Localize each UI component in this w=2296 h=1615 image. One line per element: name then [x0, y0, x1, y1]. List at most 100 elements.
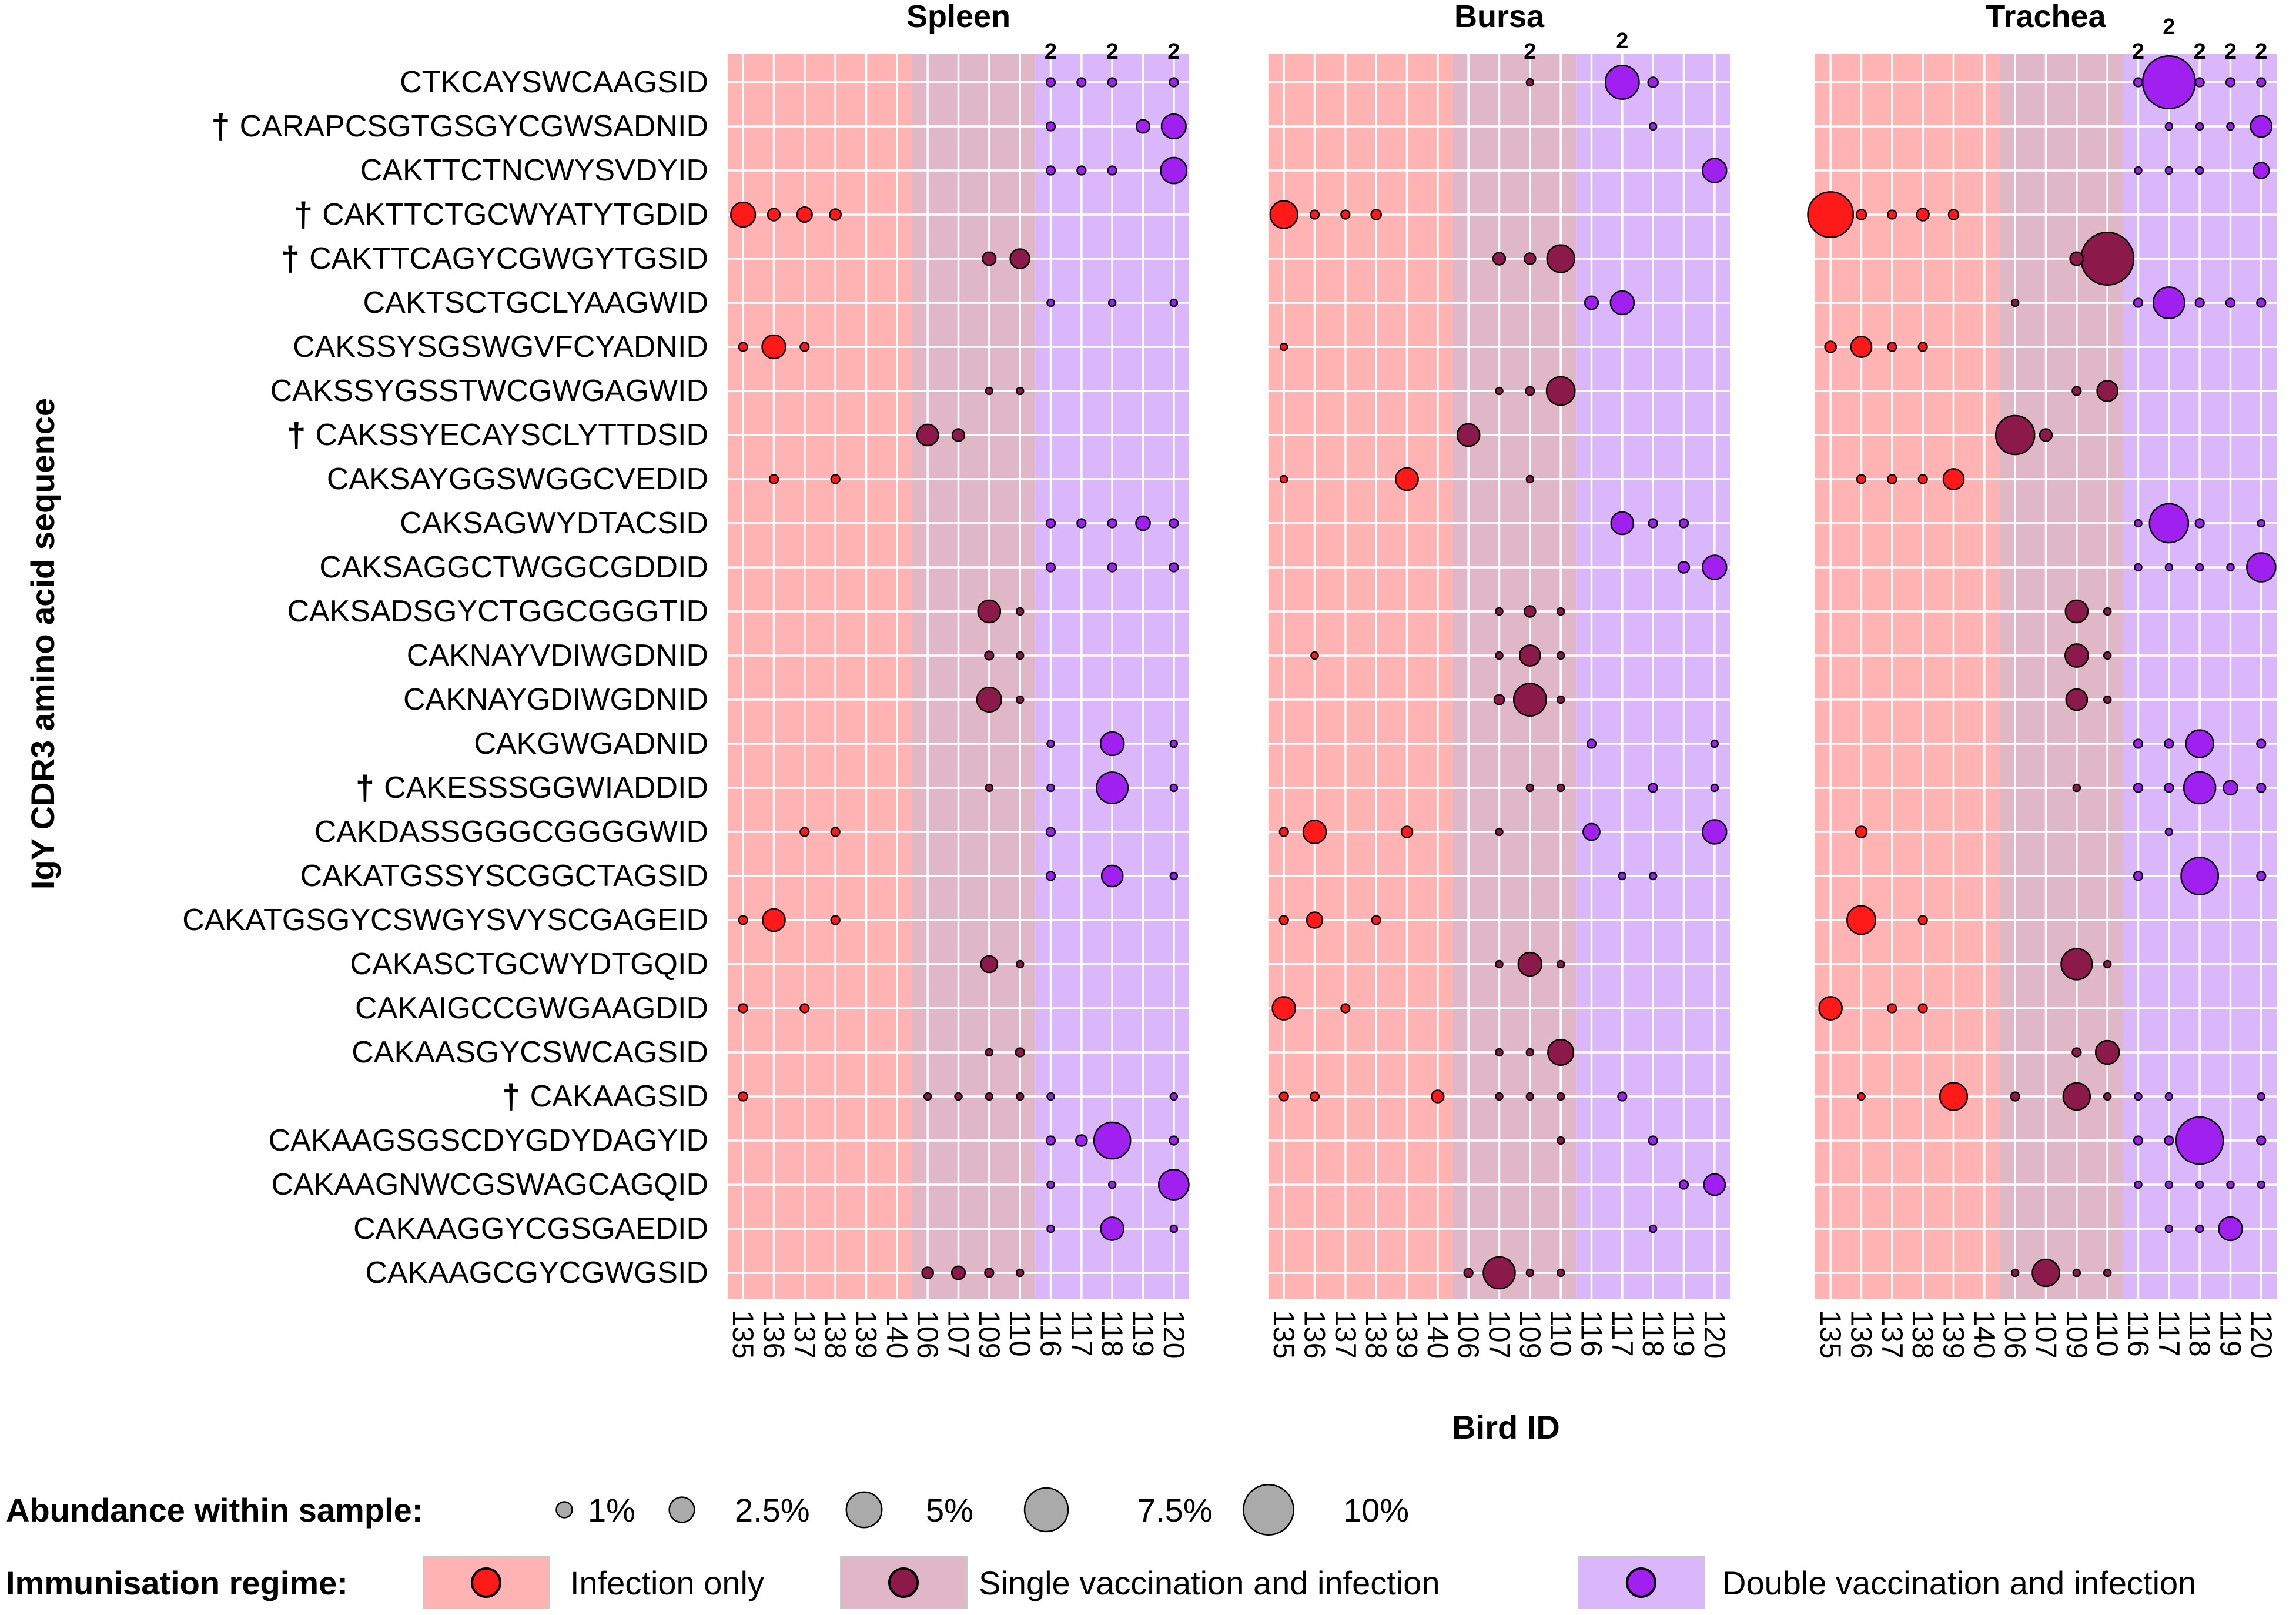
bubble-point [2010, 1268, 2020, 1278]
bubble-point [1169, 871, 1179, 881]
bubble-point [2256, 297, 2267, 308]
bubble-point [796, 206, 813, 223]
bubble-point [1855, 825, 1868, 838]
sequence-label: † CARAPCSGTGSGYCGWSADNID [211, 108, 708, 146]
bubble-point [1618, 871, 1627, 881]
count-label: 2 [2255, 39, 2267, 64]
bubble-point [2164, 738, 2174, 749]
bubble-point [2133, 77, 2144, 88]
x-tick-label: 106 [1452, 1310, 1485, 1359]
bubble-point [1107, 165, 1117, 176]
x-tick-label: 138 [1360, 1310, 1393, 1359]
bubble-point [951, 428, 966, 442]
bubble-point [1495, 1048, 1504, 1057]
bubble-point [1045, 121, 1056, 132]
bubble-point [1431, 1089, 1445, 1104]
bubble-point [1648, 122, 1658, 131]
bubble-point [738, 342, 748, 352]
sequence-label: CAKAIGCCGWGAAGDID [355, 991, 708, 1025]
bubble-point [1271, 996, 1296, 1021]
panel-title: Spleen [906, 0, 1010, 34]
sequence-text: CAKSAYGGSWGGCVEDID [327, 462, 708, 496]
bubble-point [767, 208, 781, 222]
dagger-marker: † [211, 108, 239, 146]
bubble-point [1279, 474, 1288, 484]
bubble-point [1556, 607, 1565, 616]
bubble-point [2103, 607, 2112, 616]
panel-bursa: Bursa13513613713813914010610710911011611… [1267, 0, 1731, 1359]
bubble-point [1046, 1092, 1055, 1101]
bubble-point [1135, 119, 1151, 134]
bubble-point [2226, 563, 2235, 572]
abundance-legend-circle [555, 1501, 573, 1519]
bubble-point [1076, 518, 1087, 529]
abundance-legend-label: 7.5% [1137, 1492, 1213, 1529]
count-label: 2 [1524, 39, 1536, 64]
bubble-point [1278, 915, 1289, 925]
x-tick-label: 137 [788, 1310, 821, 1359]
x-tick-label: 119 [1668, 1310, 1701, 1357]
sequence-text: CAKSSYECAYSCLYTTDSID [316, 418, 708, 452]
panel-title: Bursa [1454, 0, 1545, 34]
bubble-point [1370, 209, 1382, 220]
bubble-point [1107, 518, 1117, 529]
bubble-point [1045, 77, 1056, 88]
sequence-label: CAKAAGSGSCDYGDYDAGYID [269, 1124, 708, 1158]
bubble-point [2010, 1091, 2020, 1102]
bubble-point [1015, 607, 1025, 616]
bubble-point [1887, 209, 1897, 220]
bubble-point [2103, 651, 2112, 660]
bubble-point [2148, 503, 2190, 544]
sequence-text: CAKDASSGGGCGGGGWID [314, 815, 708, 849]
bubble-point [985, 1048, 994, 1057]
sequence-label: CAKASCTGCWYDTGQID [350, 947, 708, 981]
bubble-point [2256, 1135, 2267, 1146]
bubble-point [1371, 915, 1381, 925]
sequence-text: CAKSSYSGSWGVFCYADNID [293, 330, 708, 364]
bubble-point [2069, 251, 2084, 266]
bubble-point [1456, 423, 1481, 447]
bubble-point [1677, 561, 1691, 574]
bubble-point [1525, 1048, 1535, 1057]
bubble-point [1610, 511, 1635, 536]
bubble-point [2065, 688, 2089, 711]
dagger-marker: † [501, 1078, 530, 1116]
bubble-point [2246, 552, 2277, 583]
bubble-point [2185, 729, 2214, 758]
bubble-point [2062, 1082, 2091, 1111]
bubble-point [799, 342, 810, 352]
sequence-text: CAKNAYGDIWGDNID [403, 683, 708, 717]
sequence-label: CAKAAGNWCGSWAGCAGQID [272, 1168, 708, 1202]
bubble-point [1512, 683, 1547, 717]
bubble-point [1463, 1268, 1474, 1278]
x-tick-label: 137 [1329, 1310, 1362, 1359]
x-tick-label: 120 [2245, 1310, 2278, 1359]
abundance-legend-label: 2.5% [735, 1492, 810, 1529]
bubble-point [1525, 78, 1535, 87]
bubble-point [1309, 209, 1320, 220]
bubble-point [1015, 1047, 1025, 1058]
bubble-point [2133, 783, 2144, 793]
bubble-point [1939, 1082, 1969, 1111]
sequence-text: CAKSADSGYCTGGCGGGTID [287, 594, 708, 628]
sequence-label: CAKSSYSGSWGVFCYADNID [293, 330, 708, 364]
bubble-point [1857, 1092, 1866, 1101]
sequence-text: CAKAAGCGYCGWGSID [365, 1256, 708, 1290]
x-tick-label: 140 [1421, 1310, 1454, 1359]
bubble-point [1309, 1091, 1320, 1102]
count-label: 2 [2194, 39, 2206, 64]
bubble-point [2253, 162, 2270, 179]
bubble-point [2257, 1092, 2266, 1101]
bubble-point [980, 955, 999, 974]
x-tick-label: 109 [2060, 1310, 2093, 1359]
sequence-text: CAKSSYGSSTWCGWGAGWID [270, 374, 708, 408]
x-tick-label: 109 [1514, 1310, 1547, 1359]
bubble-point [1169, 518, 1179, 529]
bubble-point [1856, 474, 1867, 484]
bubble-point [1076, 165, 1087, 176]
bubbles [730, 77, 1190, 1280]
bubble-point [2175, 1116, 2224, 1165]
bubble-point [1107, 1180, 1117, 1189]
regime-legend-label: Single vaccination and infection [979, 1564, 1440, 1601]
sequence-text: CAKTTCAGYCGWGYTGSID [309, 242, 708, 276]
